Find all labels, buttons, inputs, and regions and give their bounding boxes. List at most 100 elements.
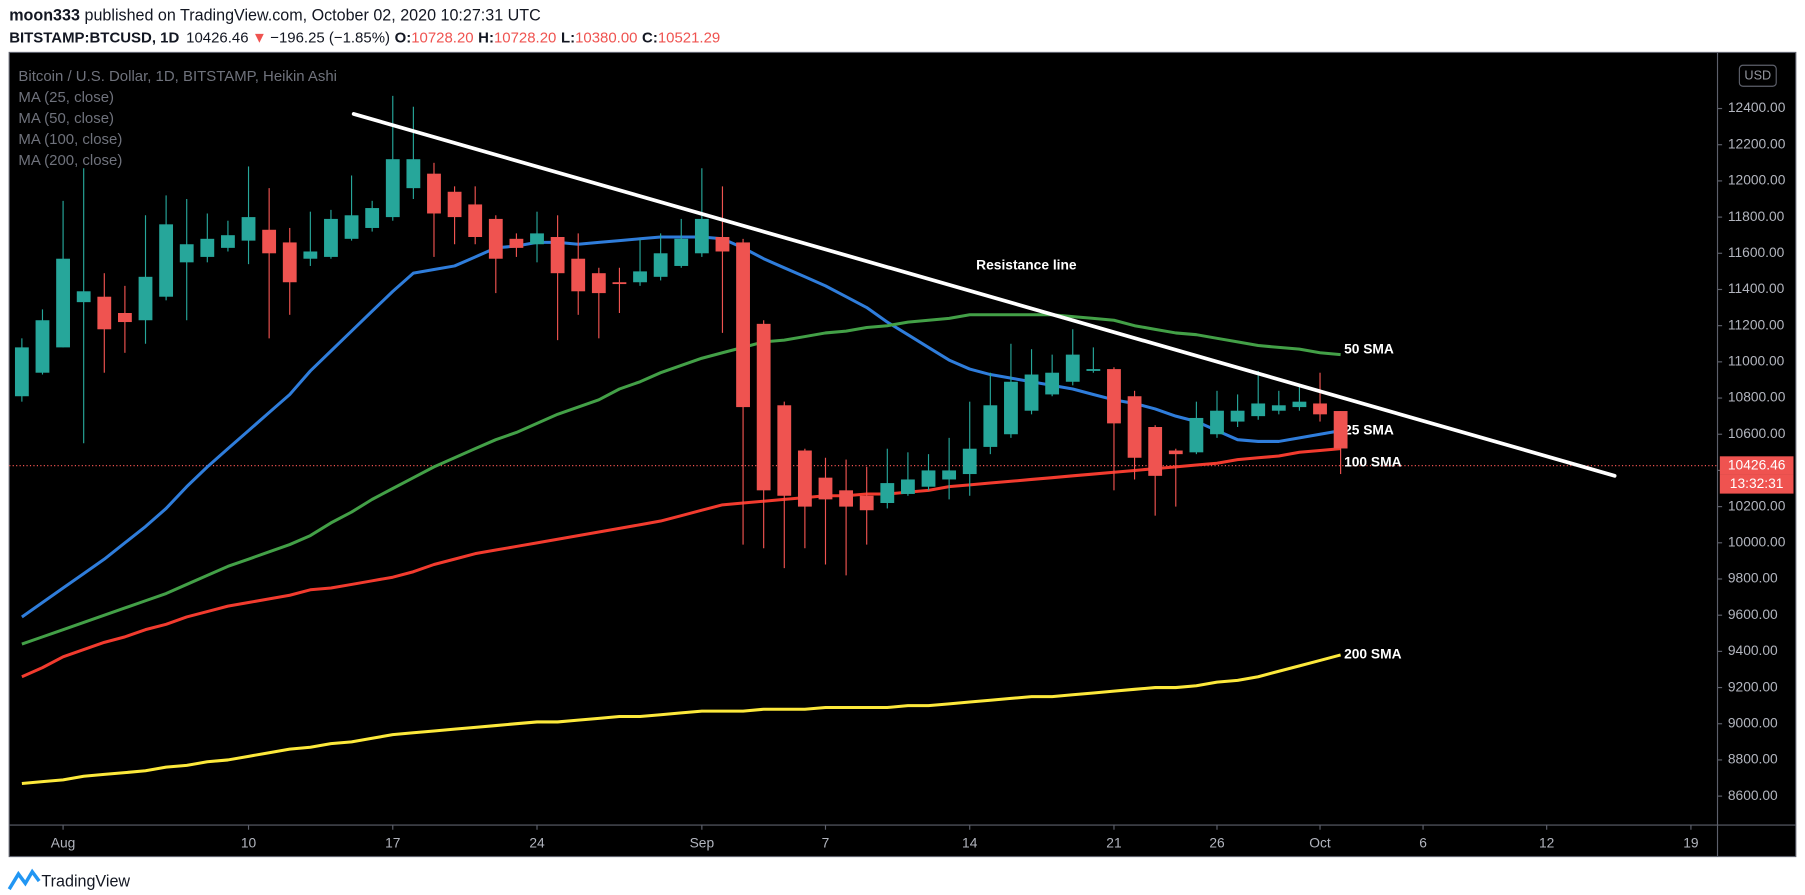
y-tick-label: 10800.00 [1728,389,1786,405]
y-tick-label: 11200.00 [1728,316,1785,332]
candle-body [447,191,462,218]
candle-body [653,253,668,277]
currency-box[interactable] [1738,64,1777,87]
candle-body [1107,369,1121,424]
logo-icon [7,868,41,891]
x-tick-label: 10 [241,834,257,850]
y-tick-label: 11000.00 [1728,352,1785,368]
y-tick-label: 8800.00 [1728,751,1778,767]
candle-body [365,208,380,228]
candle-body [962,448,977,475]
legend-entry: MA (100, close) [18,131,122,148]
x-tick-label: 21 [1106,834,1122,850]
y-tick-label: 10000.00 [1728,533,1786,549]
countdown-label: 13:32:31 [1730,475,1784,491]
last-price-box [1719,456,1794,475]
candle-body [921,470,936,487]
candle-body [797,450,812,507]
candle-body [97,296,112,330]
legend-entry: MA (200, close) [18,152,122,169]
ma-line [21,313,1341,646]
trendline [351,112,1617,478]
y-tick-label: 11600.00 [1728,244,1785,260]
candle-body [1251,403,1266,417]
candle-body [427,173,441,214]
last-price-label: 10426.46 [1728,456,1786,472]
candle-body [159,224,174,297]
plot-area: 8600.00 8800.00 9000.00 9200.00 9400.00 9600.… [9,95,1786,850]
legend-entry: MA (50, close) [18,110,114,127]
candle-body [303,251,318,259]
candle-body [1333,411,1348,449]
candle-body [468,204,483,238]
candle-body [262,229,277,254]
candle-body [530,233,544,245]
legend-entry: MA (25, close) [18,89,114,106]
x-tick-label: Aug [51,834,76,850]
candle-body [839,490,854,507]
y-tick-label: 9000.00 [1728,714,1778,730]
candle-body [117,313,132,323]
candle-body [612,282,627,285]
candle-body [1127,396,1142,458]
candle-body [550,237,565,274]
ohlc-value: 10521.29 [658,29,720,46]
x-tick-label: Oct [1309,834,1331,850]
candle-body [901,479,915,494]
y-tick-label: 10200.00 [1728,497,1786,513]
candle-body [694,218,709,254]
candle-body [179,244,194,263]
candle-body [756,323,771,491]
header-line-1: moon333 published on TradingView.com, Oct… [9,7,541,25]
change-arrow: ▼ [252,29,267,46]
y-tick-label: 11800.00 [1728,208,1785,224]
ma-label: 200 SMA [1344,646,1401,662]
candle-body [983,405,998,447]
ma-line [21,447,1341,679]
x-tick-label: 17 [385,834,401,850]
candle-body [818,477,833,500]
ohlc-key: O: [395,29,412,46]
candle-body [241,217,256,241]
candle-body [880,483,895,503]
author: moon333 [9,7,80,25]
published: published on TradingView.com, October 02… [85,7,542,25]
x-tick-label: 14 [962,834,978,850]
candle-body [1230,410,1245,422]
ohlc-value: 10728.20 [494,29,556,46]
candle-body [76,291,91,303]
candle-body [1168,450,1183,455]
candle-body [591,273,606,294]
candle-body [1271,405,1286,411]
candle-body [1148,426,1163,476]
price: 10426.46 [186,29,248,46]
currency-label: USD [1744,68,1771,83]
candle-body [859,495,874,511]
x-tick-label: 12 [1539,834,1555,850]
candle-body [1086,369,1101,371]
candle-body [221,235,235,248]
ohlc-value: 10380.00 [575,29,637,46]
y-tick-label: 9800.00 [1728,570,1778,586]
y-tick-label: 10600.00 [1728,425,1786,441]
candle-body [571,258,586,292]
candle-body [138,276,153,321]
candle-body [1210,410,1224,435]
ohlc-key: H: [478,29,494,46]
x-tick-label: 24 [529,834,545,850]
y-tick-label: 12200.00 [1728,135,1786,151]
candle-body [200,238,215,257]
candle-body [674,238,689,266]
ma-label: 25 SMA [1344,421,1394,437]
legend-title: Bitcoin / U.S. Dollar, 1D, BITSTAMP, Hei… [18,68,337,85]
candle-body [1292,401,1307,408]
x-tick-label: 19 [1683,834,1699,850]
footer-brand: TradingView [41,872,130,890]
candle-body [282,242,297,283]
chart-background [8,51,1797,858]
countdown-box [1719,474,1794,494]
y-tick-label: 8600.00 [1728,787,1778,803]
change: −196.25 (−1.85%) [270,29,390,46]
